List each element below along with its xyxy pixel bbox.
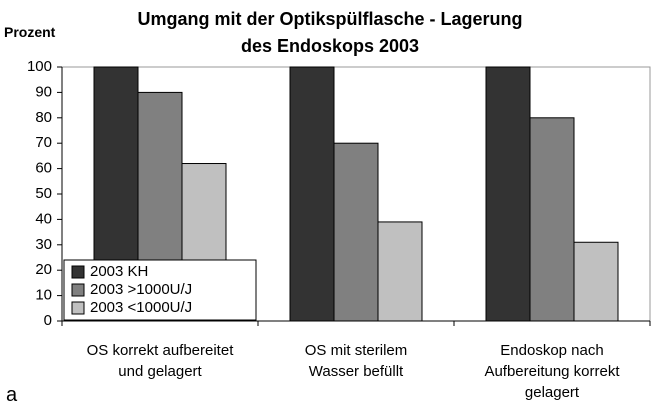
y-tick-label: 0 — [44, 312, 52, 329]
legend-swatch — [71, 265, 85, 279]
y-tick-label: 50 — [35, 185, 52, 202]
legend-label: 2003 >1000U/J — [90, 281, 192, 298]
y-axis-label: Prozent — [4, 24, 56, 40]
y-tick-label: 80 — [35, 109, 52, 126]
bar — [573, 241, 619, 322]
x-tick-label: OS mit sterilem Wasser befüllt — [304, 342, 408, 380]
bar — [289, 66, 335, 322]
x-tick-label: OS korrekt aufbereitet und gelagert — [86, 342, 234, 380]
y-tick-label: 60 — [35, 160, 52, 177]
y-tick-label: 70 — [35, 134, 52, 151]
y-tick-label: 10 — [35, 287, 52, 304]
legend-label: 2003 <1000U/J — [90, 299, 192, 316]
chart-title: Umgang mit der Optikspülflasche - Lageru… — [137, 9, 523, 56]
bar — [485, 66, 531, 322]
y-tick-label: 90 — [35, 83, 52, 100]
bar — [529, 117, 575, 322]
y-tick-label: 30 — [35, 236, 52, 253]
y-tick-label: 20 — [35, 261, 52, 278]
x-tick-label: Endoskop nach Aufbereitung korrekt gelag… — [484, 342, 620, 401]
y-tick-label: 100 — [27, 58, 52, 75]
panel-label: a — [6, 384, 18, 406]
legend-box — [63, 259, 257, 321]
legend-swatch — [71, 301, 85, 315]
legend-label: 2003 KH — [90, 263, 148, 280]
legend-swatch — [71, 283, 85, 297]
bar — [333, 142, 379, 322]
y-tick-label: 40 — [35, 210, 52, 227]
bar — [377, 221, 423, 322]
